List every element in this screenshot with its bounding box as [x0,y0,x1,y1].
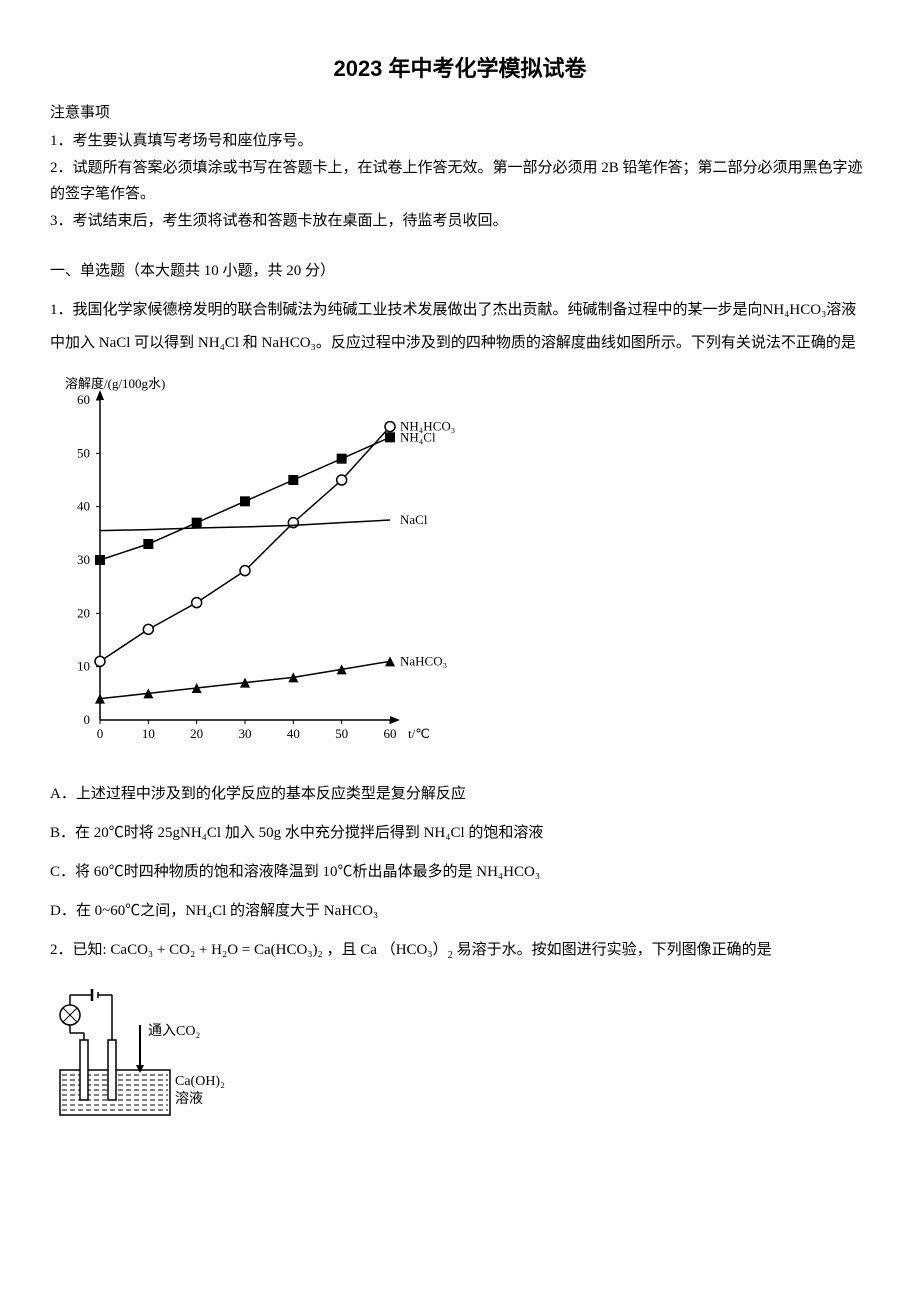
svg-text:50: 50 [335,726,348,741]
svg-text:20: 20 [77,606,90,621]
section-1-header: 一、单选题（本大题共 10 小题，共 20 分） [50,259,870,285]
svg-text:溶液: 溶液 [175,1091,203,1107]
svg-text:NaHCO₃: NaHCO₃ [400,654,447,669]
svg-text:30: 30 [77,552,90,567]
svg-text:NH₄Cl: NH₄Cl [400,430,436,445]
q1-option-b: B．在 20℃时将 25gNH₄Cl 加入 50g 水中充分搅拌后得到 NH₄C… [50,817,870,850]
svg-text:20: 20 [190,726,203,741]
notice-item-3: 3．考试结束后，考生须将试卷和答题卡放在桌面上，待监考员收回。 [50,209,870,235]
svg-text:40: 40 [77,499,90,514]
svg-text:60: 60 [77,392,90,407]
page-title: 2023 年中考化学模拟试卷 [50,50,870,87]
question-1-text: 1．我国化学家候德榜发明的联合制碱法为纯碱工业技术发展做出了杰出贡献。纯碱制备过… [50,294,870,360]
notice-item-1: 1．考生要认真填写考场号和座位序号。 [50,129,870,155]
svg-text:t/℃: t/℃ [408,726,430,741]
svg-text:40: 40 [287,726,300,741]
question-2-text: 2．已知: CaCO₃ + CO₂ + H₂O = Ca(HCO₃)₂ ，且 C… [50,934,870,967]
chart-svg: 溶解度/(g/100g水) 0 10 20 30 40 50 60 0 10 20 30 40 50 60 t… [50,370,470,750]
q2-prefix: 2．已知: [50,942,107,958]
svg-text:0: 0 [84,712,91,727]
svg-text:10: 10 [77,659,90,674]
notice-item-2: 2．试题所有答案必须填涂或书写在答题卡上，在试卷上作答无效。第一部分必须用 2B… [50,156,870,207]
svg-text:50: 50 [77,446,90,461]
experiment-diagram: 通入CO₂ Ca(OH)₂ 溶液 [50,975,870,1135]
q1-option-a: A．上述过程中涉及到的化学反应的基本反应类型是复分解反应 [50,778,870,811]
q2-suffix: 易溶于水。按如图进行实验，下列图像正确的是 [457,942,772,958]
experiment-svg: 通入CO₂ Ca(OH)₂ 溶液 [50,975,250,1125]
q1-option-d: D．在 0~60℃之间，NH₄Cl 的溶解度大于 NaHCO₃ [50,895,870,928]
notice-header: 注意事项 [50,101,870,127]
svg-text:30: 30 [239,726,252,741]
solubility-chart: 溶解度/(g/100g水) 0 10 20 30 40 50 60 0 10 20 30 40 50 60 t… [50,370,870,760]
q2-mid: ，且 Ca （HCO₃） [327,942,448,958]
q1-option-c: C．将 60℃时四种物质的饱和溶液降温到 10℃析出晶体最多的是 NH₄HCO₃ [50,856,870,889]
svg-text:NaCl: NaCl [400,512,428,527]
svg-text:0: 0 [97,726,104,741]
svg-text:通入CO₂: 通入CO₂ [148,1023,200,1039]
svg-text:10: 10 [142,726,155,741]
svg-text:60: 60 [384,726,397,741]
svg-text:溶解度/(g/100g水): 溶解度/(g/100g水) [65,376,165,391]
q2-formula: CaCO₃ + CO₂ + H₂O = Ca(HCO₃)₂ [110,942,322,958]
svg-text:Ca(OH)₂: Ca(OH)₂ [175,1074,225,1089]
q2-sub2: 2 [448,950,453,961]
